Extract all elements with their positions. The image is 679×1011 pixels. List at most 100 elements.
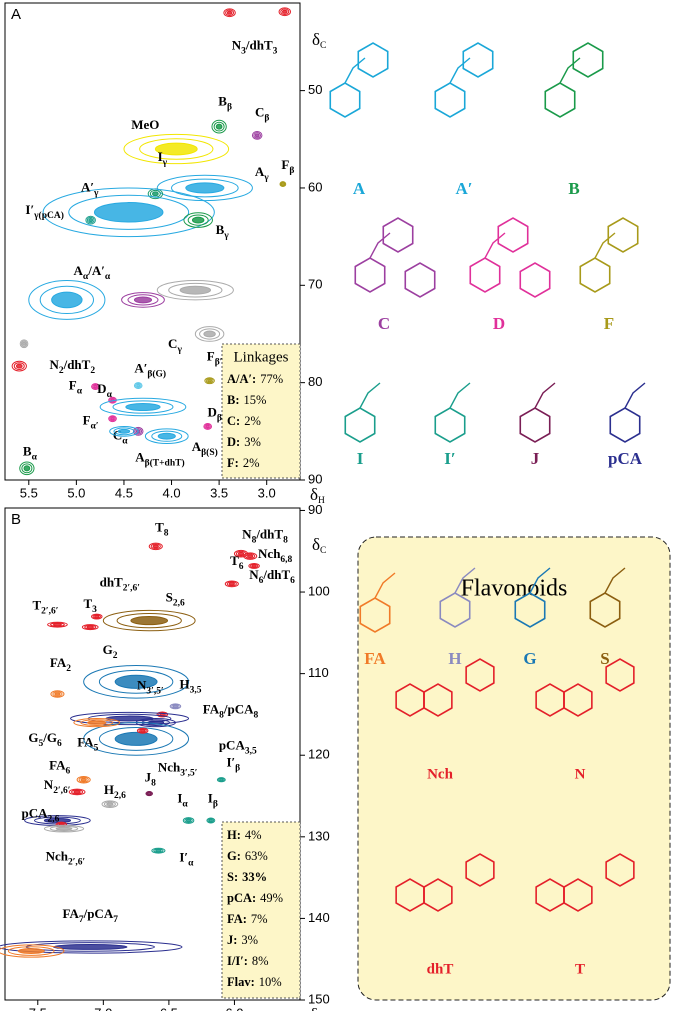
subscript: β — [227, 103, 232, 113]
subscript: α — [122, 437, 128, 447]
subscript: 8 — [252, 536, 257, 546]
subscript: 2,6 — [173, 599, 185, 609]
text-part: A — [192, 439, 202, 454]
peak-contour — [140, 729, 146, 733]
peak-label: FA2 — [50, 655, 71, 674]
peak — [151, 847, 166, 854]
peak-contour — [213, 121, 225, 132]
flavonoid-ring — [605, 658, 635, 692]
peak-label: Nch3′,5′ — [158, 760, 198, 779]
peak-contour — [247, 554, 254, 558]
y-tick-label: 80 — [308, 374, 322, 389]
peak-contour — [280, 182, 285, 186]
peak-contour — [13, 362, 25, 371]
structure-chain — [559, 57, 581, 84]
structure-ring — [434, 407, 466, 443]
peak-contour — [78, 776, 89, 783]
peak-label: G5/G6 — [28, 730, 62, 749]
text-part: A — [255, 164, 265, 179]
subscript: α′ — [91, 422, 99, 432]
peak-contour — [281, 9, 288, 14]
peak — [50, 690, 65, 698]
summary-item: J: 3% — [227, 933, 258, 947]
peak-contour — [52, 691, 63, 697]
summary-name: I/I′: — [227, 954, 248, 968]
peak-label: Nch2′,6′ — [46, 849, 86, 868]
peak-contour — [138, 728, 147, 733]
subscript: 3,5 — [190, 685, 202, 695]
peak-contour — [205, 424, 210, 429]
summary-value: 2% — [243, 456, 260, 470]
subscript: 2,6 — [48, 815, 60, 825]
peak-contour — [17, 948, 45, 954]
text-part: G — [28, 730, 38, 745]
x-tick-label: 5.5 — [20, 485, 38, 500]
peak-label: Aβ(S) — [192, 439, 218, 458]
text-part: /G — [42, 730, 57, 745]
text-part: D — [207, 404, 216, 419]
peak-contour — [152, 544, 159, 549]
structure-chain — [604, 567, 626, 594]
summary-name: G: — [227, 849, 241, 863]
peak-contour — [254, 133, 260, 138]
structure-chain — [594, 232, 616, 259]
peak-contour — [93, 384, 98, 389]
peak-contour — [280, 8, 290, 15]
peak — [206, 817, 216, 824]
subscript: β(T+dhT) — [145, 458, 185, 469]
summary-item: D: 3% — [227, 435, 261, 449]
peak-contour — [55, 826, 73, 831]
text-part: D — [97, 381, 106, 396]
peak-label: Fβ — [281, 157, 294, 176]
peak-label: N3/dhT3 — [232, 38, 278, 57]
peak-contour — [249, 563, 259, 569]
summary-name: H: — [227, 828, 241, 842]
structure-name: J — [531, 449, 540, 468]
structure-ring — [579, 257, 611, 293]
peak-contour — [179, 285, 212, 295]
subscript: α — [182, 800, 188, 810]
text-part: /dhT — [255, 527, 283, 542]
subscript: 2′,6′ — [53, 786, 71, 796]
summary-name: pCA: — [227, 891, 256, 905]
structure-ring — [329, 82, 361, 118]
peak-label: dhT2′,6′ — [100, 575, 141, 594]
summary-name: J: — [227, 933, 237, 947]
subscript: 7 — [113, 915, 118, 925]
flavonoid-ring — [423, 878, 453, 912]
peak-contour — [49, 825, 79, 832]
subscript: 5 — [39, 739, 44, 749]
peak-label: Iγ — [158, 149, 168, 168]
structure-ring — [354, 257, 386, 293]
peak-label: T2′,6′ — [32, 598, 58, 617]
summary-item: pCA: 49% — [227, 891, 283, 905]
peak-contour — [136, 383, 141, 388]
summary-value: 15% — [244, 393, 267, 407]
structure-chain — [454, 567, 476, 594]
y-axis-title: δC — [312, 535, 326, 556]
peak — [43, 824, 85, 833]
peak-label: FA5 — [77, 735, 98, 754]
peak-contour — [251, 564, 257, 568]
summary-name: S: — [227, 870, 238, 884]
structure-chain — [529, 567, 551, 594]
x-tick-label: 6.5 — [160, 1005, 178, 1011]
summary-name: D: — [227, 435, 240, 449]
peak-contour — [80, 719, 114, 726]
summary-item: FA: 7% — [227, 912, 268, 926]
structure-ring — [434, 82, 466, 118]
peak-contour — [116, 612, 182, 629]
text-part: δ — [310, 1005, 318, 1011]
summary-value: 77% — [260, 372, 283, 386]
structure-chain — [374, 572, 396, 599]
peak-contour — [130, 616, 169, 626]
flavonoid-name: N — [575, 766, 586, 782]
subscript: 6 — [57, 739, 62, 749]
summary-name: FA: — [227, 912, 247, 926]
text-part: S — [166, 590, 173, 605]
text-part: N — [249, 567, 259, 582]
text-part: B — [218, 94, 227, 109]
flavonoid-ring — [563, 878, 593, 912]
subscript: α — [83, 272, 89, 282]
peak — [28, 279, 106, 320]
